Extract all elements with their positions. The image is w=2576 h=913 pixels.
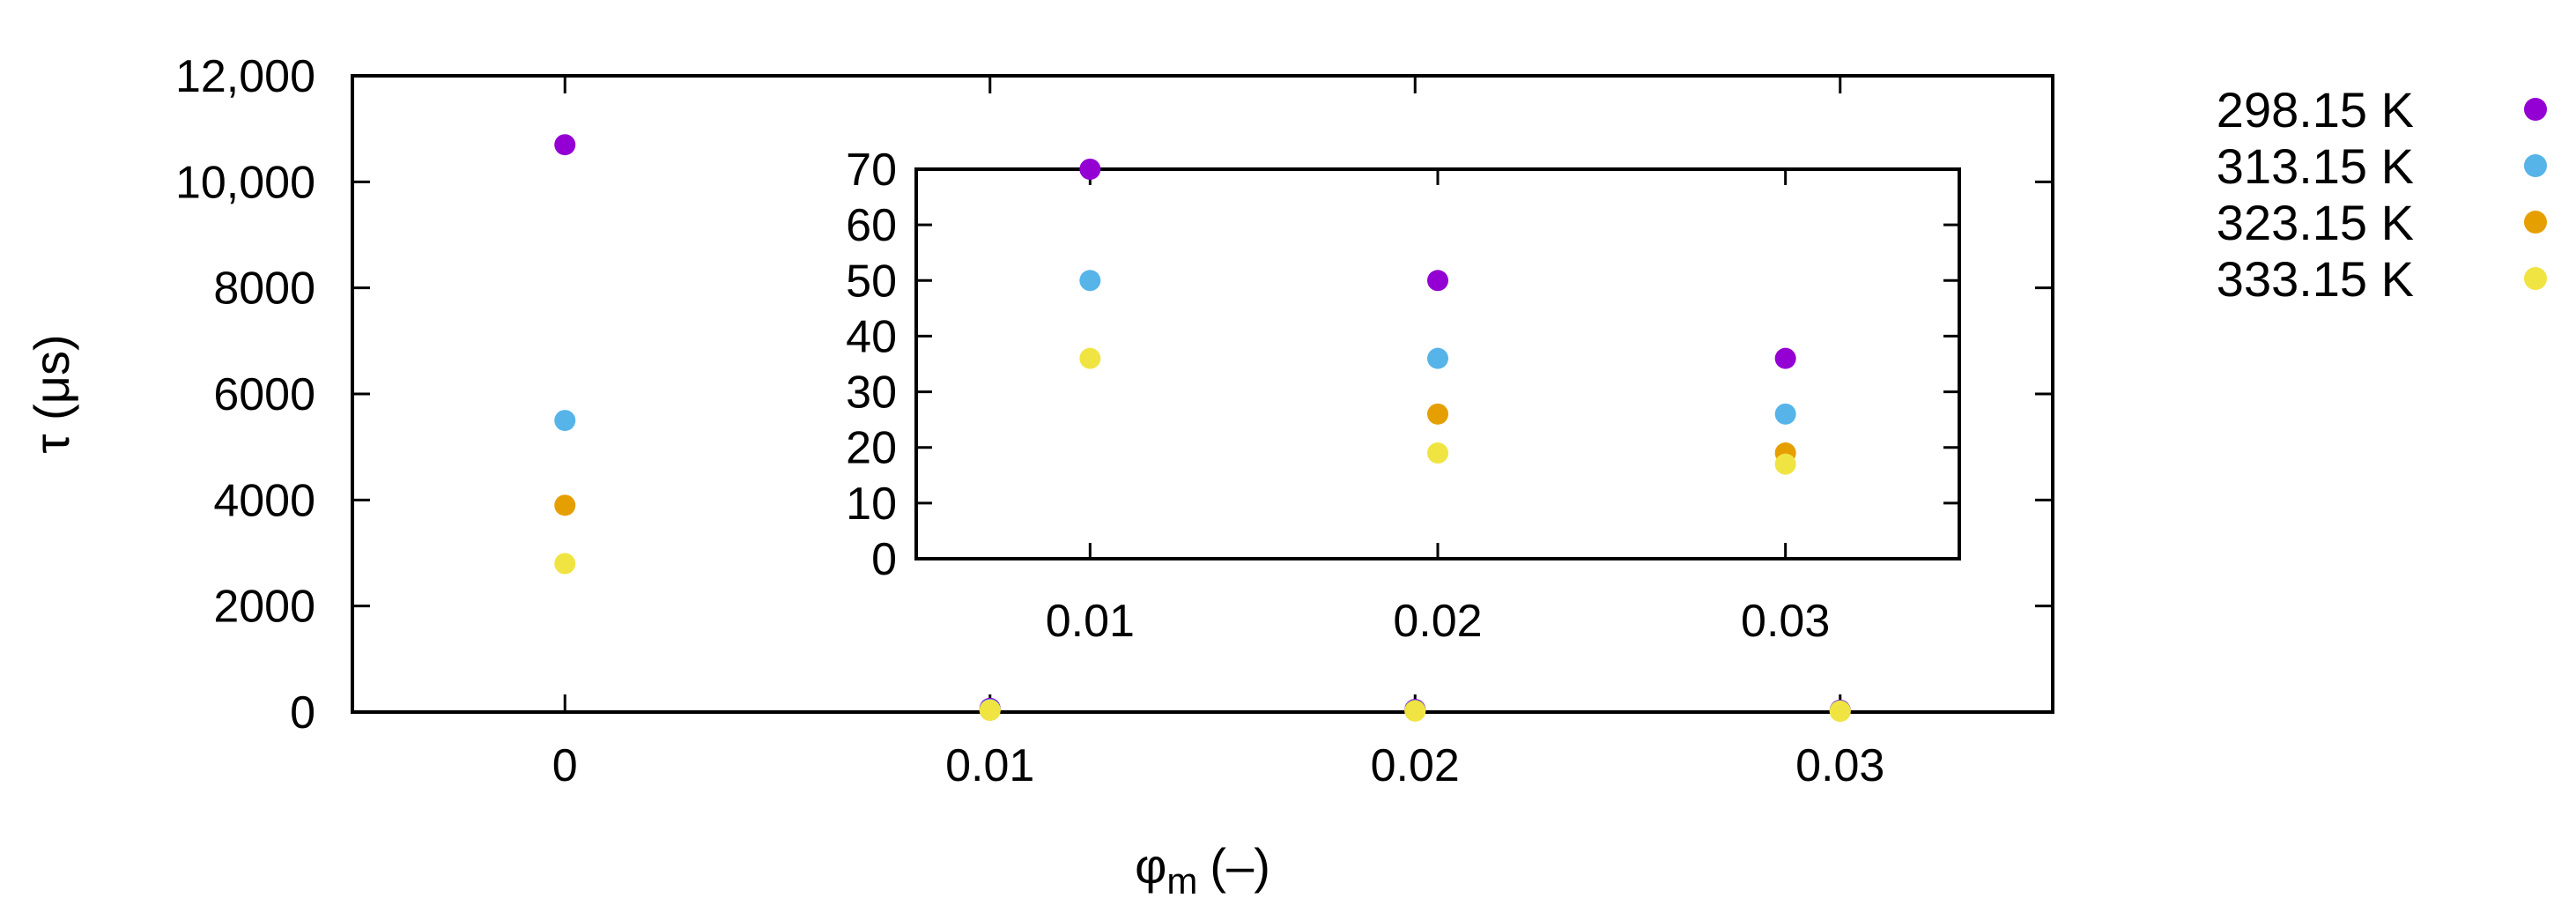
main-x-ticks: 0 0.01 0.02 0.03: [552, 76, 1884, 791]
legend-label: 333.15 K: [2217, 251, 2414, 307]
y-tick-label: 4000: [213, 475, 315, 526]
x-axis-label-subscript: m: [1166, 860, 1197, 902]
legend-marker: [2524, 267, 2547, 290]
data-point-313-15-k: [1774, 403, 1796, 425]
y-tick-label: 6000: [213, 369, 315, 420]
data-point-333-15-k: [1427, 442, 1448, 464]
x-tick-label: 0.01: [1046, 596, 1135, 647]
data-point-313-15-k: [554, 410, 576, 432]
y-tick-label: 40: [846, 311, 897, 362]
y-tick-label: 10,000: [175, 157, 315, 208]
legend-label: 313.15 K: [2217, 138, 2414, 194]
x-tick-label: 0.03: [1795, 740, 1884, 791]
data-point-333-15-k: [1079, 347, 1101, 369]
y-tick-label: 2000: [213, 582, 315, 633]
inset-x-ticks: 0.01 0.02 0.03: [1046, 169, 1830, 647]
data-point-323-15-k: [554, 494, 576, 516]
data-point-333-15-k: [1404, 700, 1426, 722]
x-axis-label: φm (–): [1135, 838, 1270, 902]
data-point-313-15-k: [1427, 347, 1448, 369]
y-tick-label: 50: [846, 256, 897, 307]
legend-marker: [2524, 211, 2547, 234]
y-tick-label: 12,000: [175, 51, 315, 102]
y-tick-label: 30: [846, 367, 897, 419]
legend-marker: [2524, 98, 2547, 121]
x-tick-label: 0: [552, 740, 578, 791]
x-axis-label-unit: (–): [1210, 838, 1269, 894]
data-point-298-15-k: [1774, 347, 1796, 369]
x-tick-label: 0.02: [1393, 596, 1482, 647]
main-y-ticks: 0 2000 4000 6000 8000 10,000 12,000: [175, 51, 2053, 739]
legend-marker: [2524, 154, 2547, 177]
x-axis-label-symbol: φ: [1135, 838, 1166, 894]
y-tick-label: 70: [846, 145, 897, 196]
data-point-298-15-k: [554, 134, 576, 156]
y-axis-label: τ (μs): [24, 334, 79, 453]
y-tick-label: 60: [846, 200, 897, 251]
data-point-333-15-k: [1774, 453, 1796, 475]
main-points: [554, 134, 1851, 723]
data-point-313-15-k: [1079, 270, 1101, 292]
y-tick-label: 8000: [213, 264, 315, 315]
data-point-333-15-k: [554, 553, 576, 575]
data-point-323-15-k: [1427, 403, 1448, 425]
data-point-333-15-k: [1829, 701, 1851, 723]
data-point-298-15-k: [1427, 270, 1448, 292]
y-tick-label: 0: [290, 687, 315, 739]
data-point-298-15-k: [1079, 159, 1101, 180]
legend-label: 298.15 K: [2217, 82, 2414, 137]
x-tick-label: 0.03: [1741, 596, 1830, 647]
inset-points: [1079, 159, 1796, 475]
x-tick-label: 0.02: [1371, 740, 1460, 791]
y-tick-label: 0: [871, 534, 897, 585]
x-tick-label: 0.01: [945, 740, 1034, 791]
y-tick-label: 20: [846, 423, 897, 474]
y-tick-label: 10: [846, 479, 897, 530]
data-point-333-15-k: [979, 699, 1001, 721]
legend-label: 323.15 K: [2217, 195, 2414, 250]
